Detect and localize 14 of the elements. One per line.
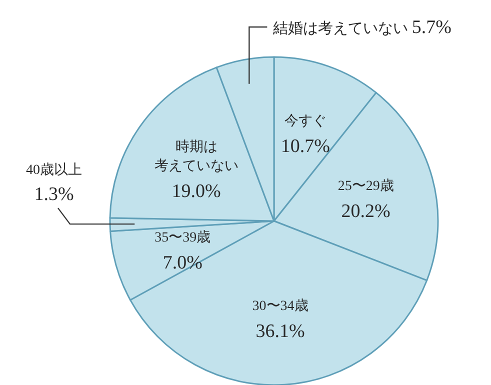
data-label: 20.2% <box>341 201 391 222</box>
slice-label: 40歳以上 <box>26 162 82 178</box>
data-label: 19.0% <box>172 181 222 202</box>
slice-label: 時期は考えていない <box>154 139 238 174</box>
data-label: 36.1% <box>256 320 305 342</box>
slice-label: 25〜29歳 <box>338 178 394 194</box>
slice-label: 結婚は考えていない <box>272 20 412 37</box>
slice-label: 35〜39歳 <box>154 230 211 246</box>
data-label: 1.3% <box>34 184 74 206</box>
data-label: 5.7% <box>412 17 452 38</box>
data-label: 7.0% <box>162 252 203 274</box>
slice-label: 今すぐ <box>284 113 326 130</box>
slice-label: 30〜34歳 <box>252 298 308 314</box>
data-label: 10.7% <box>280 136 330 158</box>
